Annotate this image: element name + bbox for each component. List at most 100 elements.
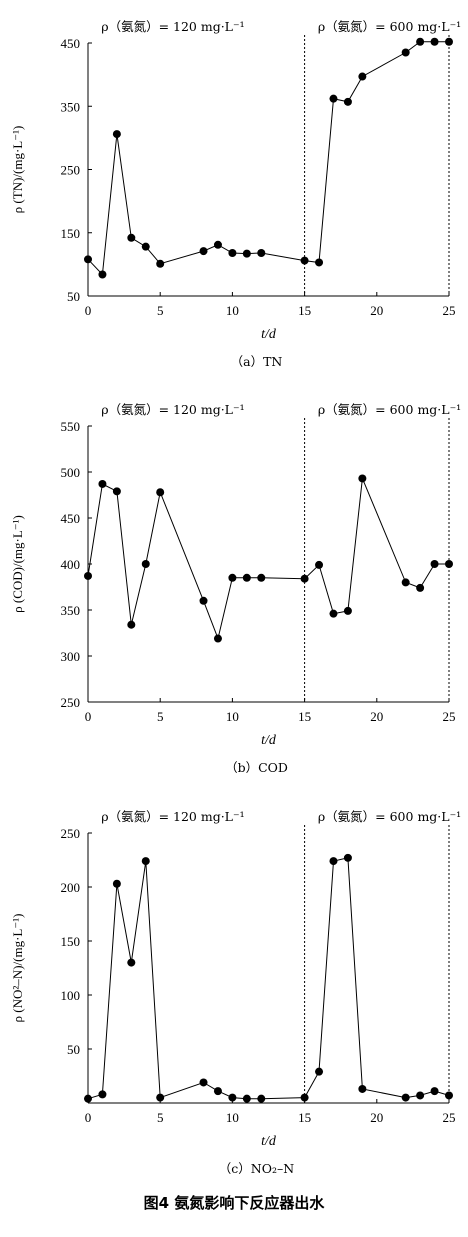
- panel-b-data-point: [430, 560, 439, 568]
- panel-c-y-tick-label: 200: [61, 880, 81, 895]
- panel-b-data-point: [257, 573, 266, 582]
- panel-c-y-tick-label: 50: [67, 1042, 80, 1057]
- panel-c-y-tick-label: 100: [61, 988, 81, 1003]
- panel-b-data-point: [141, 560, 150, 568]
- panel-b-y-tick-label: 550: [61, 419, 81, 434]
- panel-c-data-point: [228, 1093, 237, 1102]
- panel-b-data-point: [358, 474, 367, 483]
- panel-b-data-point: [242, 573, 251, 582]
- panel-a-series-line: [87, 41, 449, 276]
- panel-c-data-point: [343, 853, 352, 862]
- panel-a-data-point: [84, 255, 92, 264]
- panel-a-data-point: [199, 247, 208, 256]
- panel-a-y-tick-label: 50: [67, 289, 80, 304]
- panel-b-data-point: [315, 560, 324, 569]
- panel-c-data-point: [358, 1084, 367, 1093]
- panel-a-y-tick-label: 350: [61, 99, 81, 114]
- panel-c-data-point: [127, 958, 136, 967]
- panel-a-y-tick-label: 450: [61, 36, 81, 51]
- panel-c-data-point: [401, 1093, 410, 1102]
- panel-c-data-point: [156, 1093, 165, 1102]
- panel-a-data-point: [343, 97, 352, 106]
- panel-a-data-point: [430, 37, 439, 46]
- panel-a-y-axis-label: ρ (TN)/(mg·L⁻¹): [10, 126, 25, 214]
- panel-a-x-tick-label: 20: [370, 303, 383, 318]
- panel-c-data-point: [242, 1094, 251, 1103]
- panel-b-data-point: [127, 620, 136, 629]
- panel-a-x-tick-label: 0: [85, 303, 92, 318]
- figure-caption: 图4 氨氮影响下反应器出水: [143, 1194, 325, 1212]
- panel-b-y-tick-label: 350: [61, 603, 81, 618]
- panel-b-data-point: [112, 487, 121, 496]
- panel-a-data-point: [242, 249, 251, 258]
- panel-a-x-tick-label: 10: [226, 303, 239, 318]
- panel-b-data-point: [228, 573, 237, 582]
- panel-c-x-tick-label: 5: [157, 1110, 164, 1125]
- panel-c-data-point: [430, 1087, 439, 1096]
- panel-b-y-tick-label: 500: [61, 465, 81, 480]
- panel-c-x-tick-label: 10: [226, 1110, 239, 1125]
- panel-a-x-tick-label: 5: [157, 303, 164, 318]
- panel-a-condition-annotation: ρ（氨氮）= 120 mg·L⁻¹: [101, 19, 244, 34]
- panel-b-x-tick-label: 25: [443, 709, 456, 724]
- panel-b-y-tick-label: 450: [61, 511, 81, 526]
- panel-a-data-point: [127, 233, 136, 242]
- panel-a-data-point: [228, 248, 237, 257]
- panel-c-y-axis-label: ρ (NO²–N)/(mg·L⁻¹): [10, 914, 25, 1023]
- panel-c-data-point: [84, 1094, 92, 1103]
- panel-c-series-line: [87, 857, 450, 1100]
- panel-b-y-axis-label: ρ (COD)/(mg·L⁻¹): [10, 515, 25, 613]
- panel-a-data-point: [358, 72, 367, 81]
- panel-b-data-point: [199, 596, 208, 605]
- panel-c-x-tick-label: 25: [443, 1110, 456, 1125]
- panel-b-y-tick-label: 250: [61, 695, 81, 710]
- panel-a-y-tick-label: 250: [61, 163, 81, 178]
- panel-b-y-tick-label: 400: [61, 557, 81, 572]
- panel-b-x-tick-label: 10: [226, 709, 239, 724]
- panel-c-data-point: [445, 1091, 453, 1100]
- panel-a-x-tick-label: 25: [443, 303, 456, 318]
- panel-c-data-point: [416, 1091, 425, 1100]
- panel-a-data-point: [445, 37, 453, 46]
- panel-c-x-axis-label: t/d: [261, 1134, 277, 1149]
- panel-b-x-axis-label: t/d: [261, 733, 277, 748]
- panel-b-data-point: [401, 578, 410, 587]
- panel-c-data-point: [315, 1067, 324, 1076]
- panel-c-caption: （c）NO₂–N: [219, 1161, 294, 1176]
- panel-a-y-tick-label: 150: [61, 226, 81, 241]
- panel-a-data-point: [300, 256, 309, 265]
- panel-c-data-point: [98, 1090, 107, 1099]
- panel-b-data-point: [300, 574, 309, 583]
- panel-b-data-point: [416, 583, 425, 592]
- panel-a-data-point: [156, 259, 165, 268]
- panel-b-data-point: [156, 488, 165, 497]
- panel-c-x-tick-label: 20: [370, 1110, 383, 1125]
- panel-b-caption: （b）COD: [225, 760, 288, 775]
- panel-a-data-point: [416, 37, 425, 46]
- panel-a-data-point: [98, 270, 107, 279]
- panel-b-x-tick-label: 20: [370, 709, 383, 724]
- panel-a-caption: （a）TN: [231, 354, 283, 369]
- panel-c-data-point: [257, 1094, 266, 1103]
- panel-c-data-point: [141, 857, 150, 866]
- panel-a-data-point: [141, 242, 150, 251]
- panel-b-condition-annotation: ρ（氨氮）= 600 mg·L⁻¹: [318, 402, 461, 417]
- panel-a-data-point: [213, 240, 222, 249]
- panel-b-condition-annotation: ρ（氨氮）= 120 mg·L⁻¹: [101, 402, 244, 417]
- panel-b-data-point: [98, 479, 107, 488]
- panel-a-data-point: [329, 94, 338, 103]
- panel-b-data-point: [343, 606, 352, 615]
- panel-a-condition-annotation: ρ（氨氮）= 600 mg·L⁻¹: [318, 19, 461, 34]
- panel-c-y-tick-label: 150: [61, 934, 81, 949]
- panel-a-data-point: [401, 48, 410, 57]
- panel-c-data-point: [112, 879, 121, 888]
- panel-c-x-tick-label: 15: [298, 1110, 311, 1125]
- panel-b-data-point: [84, 571, 92, 580]
- panel-b-x-tick-label: 15: [298, 709, 311, 724]
- panel-a-x-axis-label: t/d: [261, 327, 277, 342]
- panel-b-series-line: [87, 478, 449, 641]
- panel-b-data-point: [213, 634, 222, 643]
- panel-b-x-tick-label: 0: [85, 709, 92, 724]
- panel-b-data-point: [329, 609, 338, 618]
